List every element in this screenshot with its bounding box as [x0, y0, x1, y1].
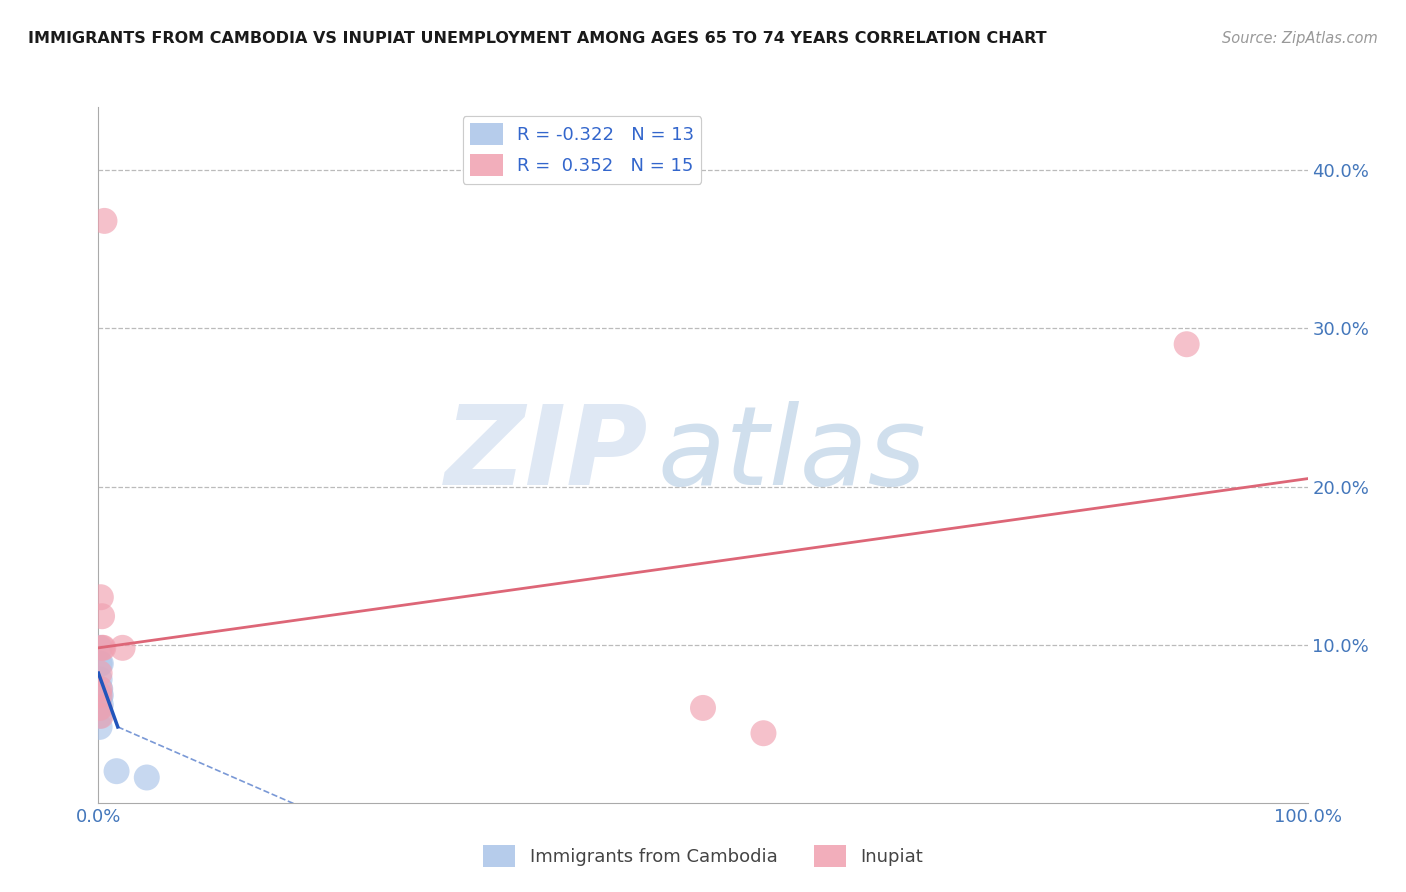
Point — [91, 640, 114, 655]
Point — [752, 726, 775, 740]
Point — [89, 708, 111, 723]
Point — [89, 666, 111, 681]
Point — [90, 657, 112, 671]
Point — [89, 688, 111, 702]
Point — [93, 214, 115, 228]
Text: IMMIGRANTS FROM CAMBODIA VS INUPIAT UNEMPLOYMENT AMONG AGES 65 TO 74 YEARS CORRE: IMMIGRANTS FROM CAMBODIA VS INUPIAT UNEM… — [28, 31, 1046, 46]
Point — [90, 591, 112, 605]
Point — [89, 681, 111, 696]
Point — [89, 691, 111, 706]
Point — [89, 701, 111, 715]
Point — [135, 771, 157, 785]
Point — [89, 701, 111, 715]
Point — [692, 701, 714, 715]
Point — [90, 698, 112, 712]
Point — [105, 764, 128, 779]
Text: ZIP: ZIP — [446, 401, 648, 508]
Text: atlas: atlas — [657, 401, 925, 508]
Point — [89, 720, 111, 734]
Point — [89, 681, 111, 696]
Point — [111, 640, 134, 655]
Point — [91, 609, 114, 624]
Legend: Immigrants from Cambodia, Inupiat: Immigrants from Cambodia, Inupiat — [475, 838, 931, 874]
Point — [89, 657, 111, 671]
Point — [89, 673, 111, 687]
Legend: R = -0.322   N = 13, R =  0.352   N = 15: R = -0.322 N = 13, R = 0.352 N = 15 — [463, 116, 702, 184]
Text: Source: ZipAtlas.com: Source: ZipAtlas.com — [1222, 31, 1378, 46]
Point — [1175, 337, 1198, 351]
Point — [91, 640, 114, 655]
Point — [90, 708, 112, 723]
Point — [89, 640, 111, 655]
Point — [90, 688, 112, 702]
